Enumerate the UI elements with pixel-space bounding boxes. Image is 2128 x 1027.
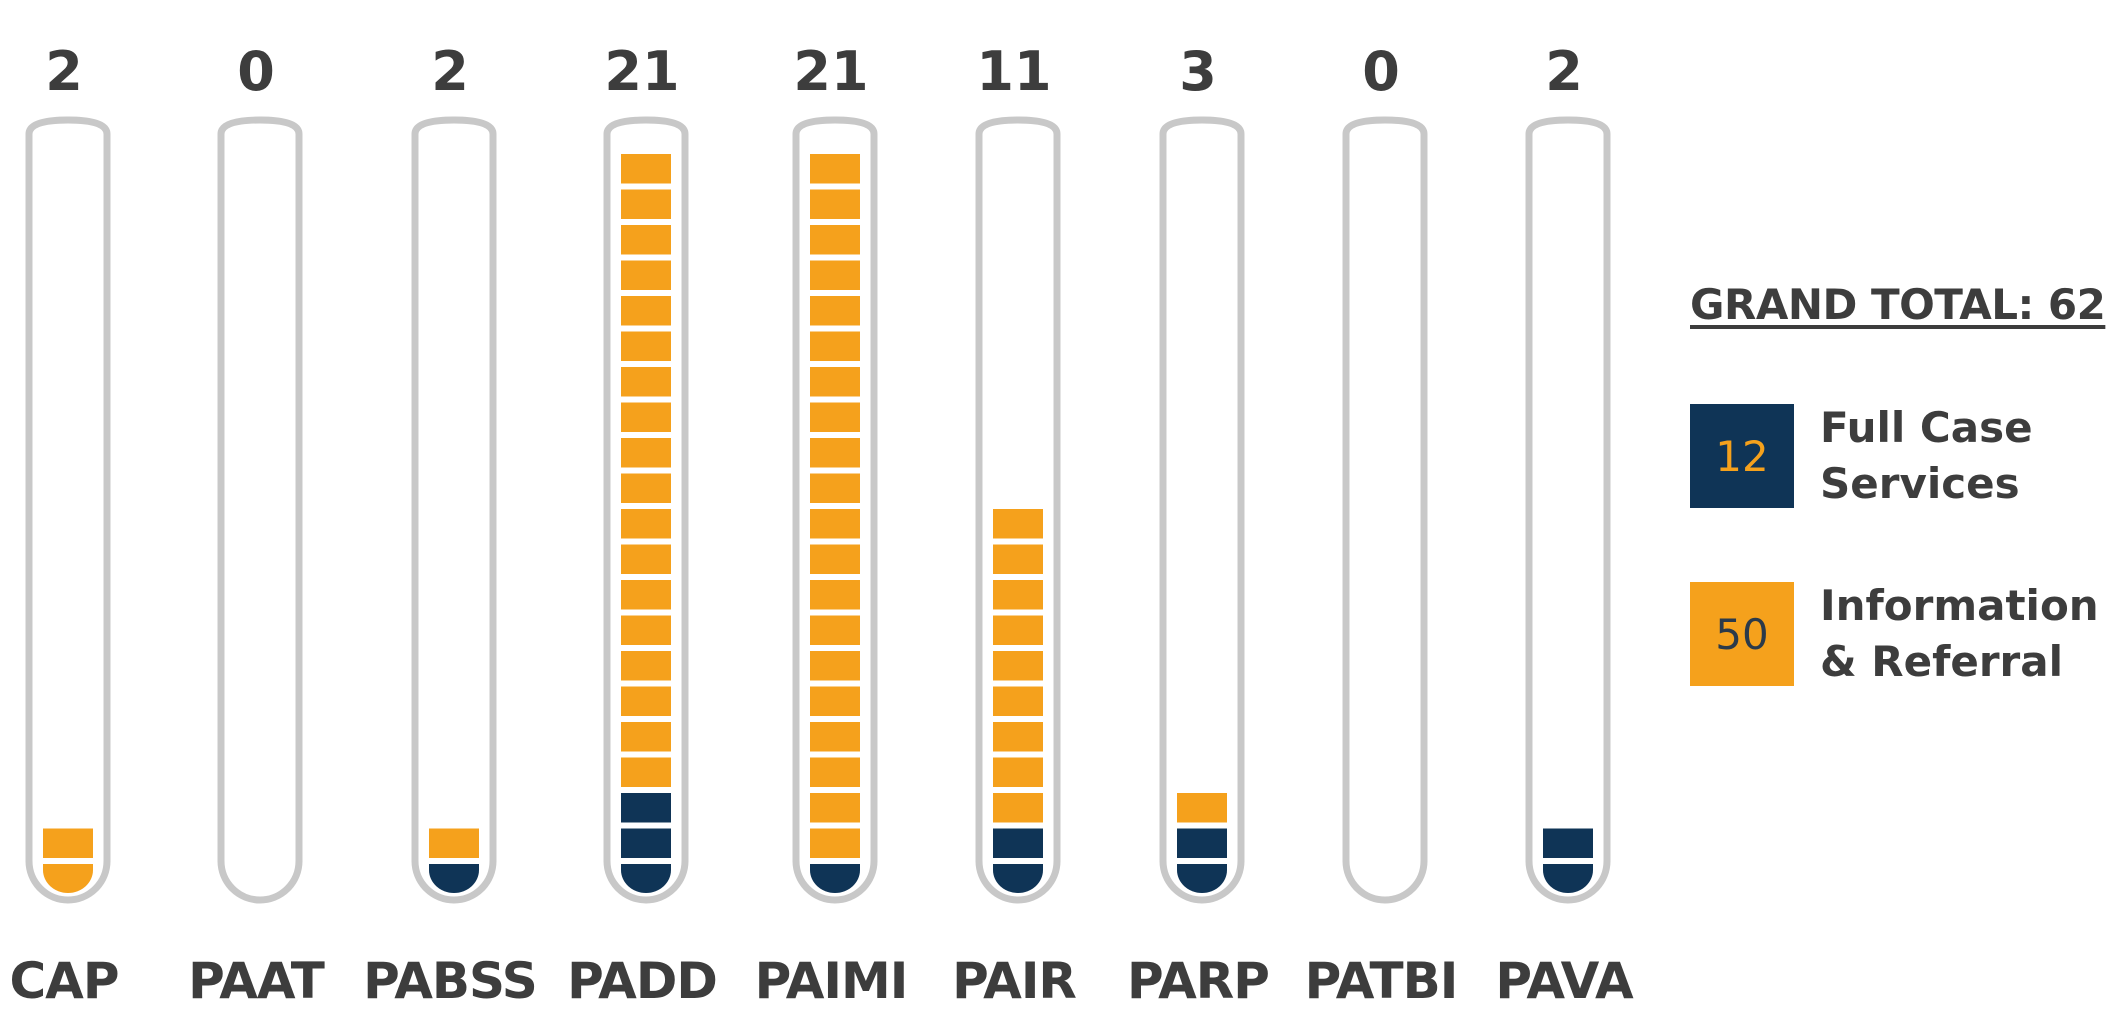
info-referral-segment-paimi-12: [810, 438, 860, 468]
full-case-segment-paimi-0: [810, 864, 860, 893]
info-referral-segment-cap-1: [43, 828, 93, 858]
info-referral-segment-paimi-8: [810, 580, 860, 610]
info-referral-segment-pair-8: [993, 580, 1043, 610]
info-referral-segment-padd-6: [621, 651, 671, 681]
category-label-padd: PADD: [567, 952, 717, 1010]
info-referral-segment-paimi-5: [810, 686, 860, 716]
info-referral-segment-padd-13: [621, 402, 671, 432]
full-case-label-line2: Services: [1820, 459, 2020, 508]
legend: GRAND TOTAL: 62 12 Full Case Services 50…: [1690, 280, 2120, 686]
total-label-pabss: 2: [431, 40, 469, 103]
info-referral-segment-padd-11: [621, 473, 671, 503]
full-case-segment-parp-0: [1177, 864, 1227, 893]
category-label-pabss: PABSS: [363, 952, 537, 1010]
full-case-label: Full Case Services: [1820, 400, 2110, 512]
info-referral-segment-padd-9: [621, 544, 671, 574]
info-referral-segment-padd-12: [621, 438, 671, 468]
info-referral-segment-padd-4: [621, 722, 671, 752]
full-case-swatch: 12: [1690, 404, 1794, 508]
tube-pabss: [411, 116, 497, 904]
info-referral-segment-padd-8: [621, 580, 671, 610]
info-referral-segment-paimi-14: [810, 367, 860, 397]
info-referral-segment-padd-18: [621, 225, 671, 255]
info-referral-segment-pair-9: [993, 544, 1043, 574]
info-referral-segment-cap-0: [43, 864, 93, 893]
category-label-paat: PAAT: [188, 952, 325, 1010]
info-referral-segment-paimi-7: [810, 615, 860, 645]
info-referral-segment-paimi-10: [810, 509, 860, 539]
full-case-segment-padd-0: [621, 864, 671, 893]
category-label-pair: PAIR: [952, 952, 1076, 1010]
total-label-cap: 2: [45, 40, 83, 103]
category-label-parp: PARP: [1127, 952, 1269, 1010]
info-referral-segment-paimi-6: [810, 651, 860, 681]
full-case-label-line1: Full Case: [1820, 403, 2033, 452]
info-referral-segment-paimi-3: [810, 757, 860, 787]
tube-paat: [217, 116, 303, 904]
total-label-patbi: 0: [1362, 40, 1400, 103]
info-referral-segment-paimi-18: [810, 225, 860, 255]
info-referral-segment-paimi-1: [810, 828, 860, 858]
test-tube-chart: 2 CAP 0 PAAT 2 PABSS 21 PADD 21 PAIMI 11 PAIR 3 PARP 0…: [9, 40, 1635, 1010]
info-referral-segment-paimi-16: [810, 296, 860, 326]
info-referral-segment-pair-2: [993, 793, 1043, 823]
total-label-pair: 11: [976, 40, 1051, 103]
info-referral-segment-padd-20: [621, 154, 671, 184]
info-referral-swatch: 50: [1690, 582, 1794, 686]
legend-item-full-case: 12 Full Case Services: [1690, 400, 2110, 512]
info-referral-label-line2: & Referral: [1820, 637, 2063, 686]
info-referral-segment-padd-19: [621, 189, 671, 219]
category-label-pava: PAVA: [1495, 952, 1634, 1010]
info-referral-segment-paimi-9: [810, 544, 860, 574]
total-label-parp: 3: [1179, 40, 1217, 103]
info-referral-segment-padd-17: [621, 260, 671, 290]
info-referral-segment-pair-3: [993, 757, 1043, 787]
full-case-segment-pair-0: [993, 864, 1043, 893]
total-label-paimi: 21: [793, 40, 868, 103]
info-referral-label-line1: Information: [1820, 581, 2099, 630]
info-referral-segment-paimi-2: [810, 793, 860, 823]
info-referral-label: Information & Referral: [1820, 578, 2110, 690]
info-referral-segment-padd-10: [621, 509, 671, 539]
info-referral-segment-pair-5: [993, 686, 1043, 716]
info-referral-segment-paimi-19: [810, 189, 860, 219]
total-label-pava: 2: [1545, 40, 1583, 103]
info-referral-segment-padd-5: [621, 686, 671, 716]
info-referral-segment-pabss-1: [429, 828, 479, 858]
tube-cap: [25, 116, 111, 904]
full-case-segment-pava-0: [1543, 864, 1593, 893]
info-referral-segment-parp-2: [1177, 793, 1227, 823]
full-case-segment-padd-1: [621, 828, 671, 858]
tube-pava: [1525, 116, 1611, 904]
total-label-padd: 21: [604, 40, 679, 103]
info-referral-segment-paimi-17: [810, 260, 860, 290]
info-referral-segment-padd-7: [621, 615, 671, 645]
category-label-paimi: PAIMI: [755, 952, 908, 1010]
info-referral-segment-padd-15: [621, 331, 671, 361]
full-case-segment-padd-2: [621, 793, 671, 823]
info-referral-segment-paimi-15: [810, 331, 860, 361]
info-referral-segment-pair-10: [993, 509, 1043, 539]
info-referral-segment-paimi-13: [810, 402, 860, 432]
full-case-segment-parp-1: [1177, 828, 1227, 858]
legend-item-info-referral: 50 Information & Referral: [1690, 578, 2110, 690]
info-referral-segment-pair-7: [993, 615, 1043, 645]
info-referral-segment-pair-6: [993, 651, 1043, 681]
full-case-segment-pava-1: [1543, 828, 1593, 858]
full-case-segment-pair-1: [993, 828, 1043, 858]
tube-parp: [1159, 116, 1245, 904]
info-referral-segment-paimi-11: [810, 473, 860, 503]
info-referral-segment-pair-4: [993, 722, 1043, 752]
tube-patbi: [1342, 116, 1428, 904]
category-label-patbi: PATBI: [1305, 952, 1458, 1010]
full-case-segment-pabss-0: [429, 864, 479, 893]
total-label-paat: 0: [237, 40, 275, 103]
info-referral-segment-padd-16: [621, 296, 671, 326]
info-referral-segment-padd-3: [621, 757, 671, 787]
info-referral-segment-paimi-4: [810, 722, 860, 752]
info-referral-segment-padd-14: [621, 367, 671, 397]
category-label-cap: CAP: [9, 952, 118, 1010]
info-referral-segment-paimi-20: [810, 154, 860, 184]
grand-total-title: GRAND TOTAL: 62: [1690, 280, 2106, 329]
